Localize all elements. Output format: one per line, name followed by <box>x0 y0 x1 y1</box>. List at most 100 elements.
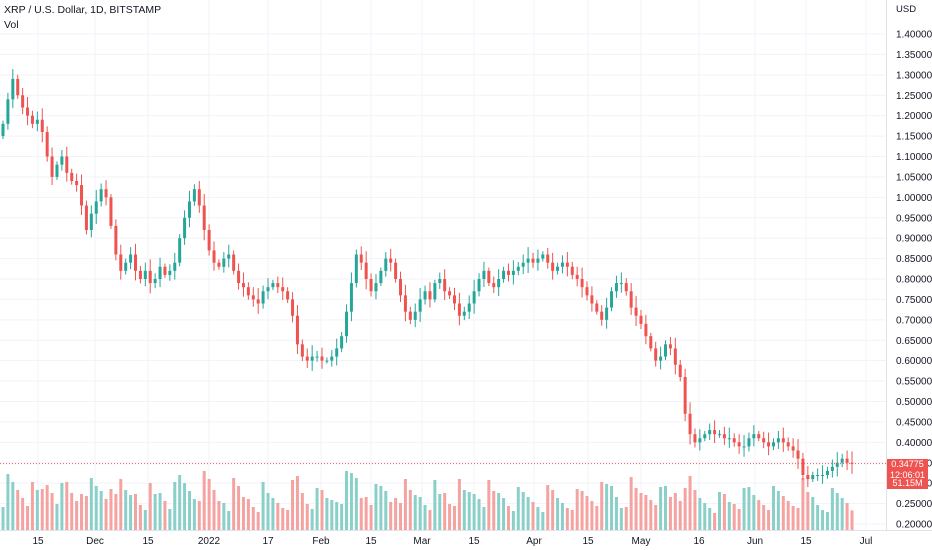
candle-body <box>742 446 746 448</box>
time-scale[interactable]: 15 Dec 15 2022 17 Feb 15 Mar 15 Apr 15 May 16 Jun 15 Ju… <box>32 536 872 547</box>
candle-body <box>708 430 712 435</box>
volume-bar <box>472 494 476 530</box>
candle-body <box>821 475 825 476</box>
volume-bar <box>531 502 535 530</box>
candle-body <box>673 348 677 365</box>
candle-body <box>688 413 692 435</box>
volume-bar <box>492 491 496 530</box>
candle-body <box>178 238 182 263</box>
volume-bar <box>732 504 736 530</box>
volume-bar <box>75 501 79 530</box>
candle-body <box>330 356 334 361</box>
price-scale[interactable]: 1.40000 1.35000 1.30000 1.25000 1.20000 1.150… <box>896 30 932 531</box>
volume-bar <box>457 479 461 530</box>
candle-body <box>399 279 403 296</box>
volume-bar <box>556 498 560 530</box>
candle-body <box>516 266 520 271</box>
candle-body <box>629 291 633 308</box>
volume-bar <box>163 501 167 530</box>
last-price-value: 0.34775 <box>891 459 924 469</box>
candle-body <box>825 470 829 475</box>
volume-bar <box>511 511 515 530</box>
candle-body <box>222 258 226 267</box>
candle-body <box>403 295 407 312</box>
volume-bar <box>104 499 108 530</box>
x-tick-label: 2022 <box>198 536 221 547</box>
volume-bar <box>757 500 761 530</box>
volume-bar <box>251 507 255 530</box>
volume-bar <box>713 513 717 530</box>
candle-body <box>654 348 658 361</box>
candle-body <box>659 356 663 361</box>
volume-bar <box>565 508 569 530</box>
candle-body <box>467 303 471 312</box>
candle-body <box>457 303 461 316</box>
volume-bar <box>148 483 152 530</box>
candle-body <box>791 446 795 451</box>
y-tick-label: 0.95000 <box>896 213 932 224</box>
volume-bar <box>227 511 231 530</box>
candle-body <box>124 262 128 271</box>
volume-indicator-label[interactable]: Vol <box>4 19 19 31</box>
candle-body <box>325 360 329 362</box>
candle-body <box>752 434 756 439</box>
candle-body <box>595 303 599 312</box>
candle-body <box>143 270 147 279</box>
candle-body <box>70 172 74 181</box>
x-tick-label: 17 <box>262 536 274 547</box>
candle-body <box>379 270 383 284</box>
volume-bar <box>256 512 260 530</box>
candle-body <box>698 438 702 443</box>
x-tick-label: 15 <box>32 536 44 547</box>
volume-bar <box>806 492 810 530</box>
x-tick-label: 15 <box>468 536 480 547</box>
candle-body <box>526 258 530 263</box>
candle-body <box>183 217 187 239</box>
volume-bar <box>717 492 721 530</box>
volume-bar <box>345 471 349 530</box>
candle-body <box>153 279 157 284</box>
volume-bar <box>791 506 795 530</box>
volume-bar <box>767 510 771 530</box>
candle-body <box>202 205 206 230</box>
candle-body <box>276 283 280 288</box>
volume-bar <box>477 499 481 530</box>
candle-body <box>806 475 810 480</box>
candle-body <box>217 262 221 267</box>
volume-bar <box>212 490 216 530</box>
candle-body <box>187 201 191 218</box>
candle-body <box>16 78 20 96</box>
candle-body <box>452 295 456 304</box>
candle-body <box>35 119 39 124</box>
volume-bar <box>821 510 825 530</box>
candle-body <box>796 450 800 459</box>
volume-bar <box>536 507 540 530</box>
y-tick-label: 0.80000 <box>896 275 932 286</box>
candle-body <box>251 295 255 300</box>
candle-body <box>786 442 790 447</box>
candle-body <box>664 344 668 357</box>
candle-body <box>497 279 501 288</box>
candle-body <box>565 262 569 267</box>
volume-bar <box>423 505 427 530</box>
volume-bar <box>443 493 447 530</box>
x-tick-label: Jul <box>860 536 873 547</box>
candle-body <box>26 107 30 116</box>
volume-bar <box>330 500 334 530</box>
x-tick-label: Apr <box>526 536 542 547</box>
volume-bar <box>664 486 668 530</box>
candle-body <box>1 123 5 137</box>
y-tick-label: 0.25000 <box>896 499 932 510</box>
volume-bar <box>546 485 550 530</box>
volume-bar <box>183 483 187 530</box>
volume-bar <box>349 473 353 530</box>
volume-bar <box>109 489 113 530</box>
volume-bar <box>320 490 324 530</box>
volume-bar <box>776 491 780 530</box>
candle-body <box>448 291 452 296</box>
symbol-title[interactable]: XRP / U.S. Dollar, 1D, BITSTAMP <box>4 4 162 16</box>
candle-body <box>830 466 834 471</box>
candle-body <box>305 356 309 361</box>
candle-body <box>845 458 849 463</box>
